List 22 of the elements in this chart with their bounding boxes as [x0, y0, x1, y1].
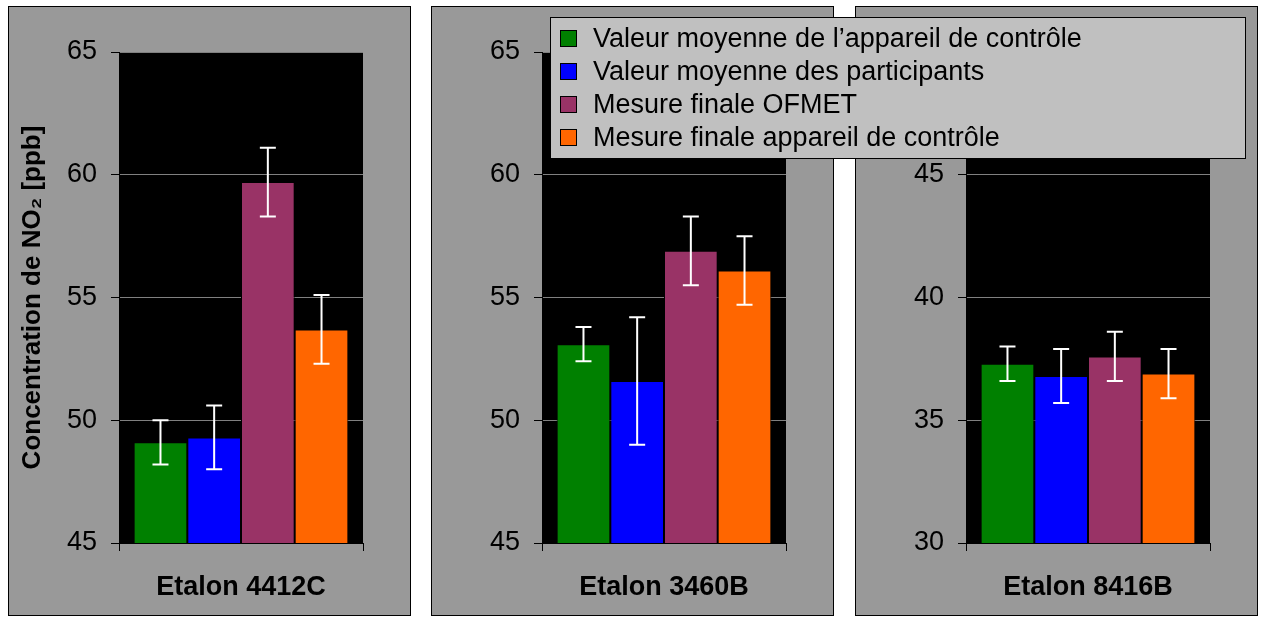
legend-label: Mesure finale OFMET [593, 89, 858, 120]
legend-label: Valeur moyenne des participants [593, 56, 985, 87]
y-tick-label: 50 [489, 403, 520, 434]
y-tick-label: 35 [913, 403, 944, 434]
x-tick-label: Etalon 8416B [1003, 570, 1173, 601]
y-tick-label: 65 [489, 35, 520, 66]
y-tick-label: 65 [66, 35, 97, 66]
y-tick-label: 45 [913, 158, 944, 189]
y-tick-label: 45 [489, 526, 520, 557]
y-tick-label: 30 [913, 526, 944, 557]
y-tick-label: 40 [913, 280, 944, 311]
legend-label: Mesure finale appareil de contrôle [593, 122, 1000, 153]
y-axis-title: Concentration de NO₂ [ppb] [15, 125, 46, 470]
y-tick-label: 50 [66, 403, 97, 434]
y-tick-label: 55 [66, 280, 97, 311]
y-tick-label: 45 [66, 526, 97, 557]
y-tick-label: 60 [489, 158, 520, 189]
x-tick-label: Etalon 3460B [579, 570, 749, 601]
y-tick-label: 60 [66, 158, 97, 189]
x-tick-label: Etalon 4412C [156, 570, 326, 601]
legend-label: Valeur moyenne de l’appareil de contrôle [593, 23, 1082, 54]
y-tick-label: 55 [489, 280, 520, 311]
